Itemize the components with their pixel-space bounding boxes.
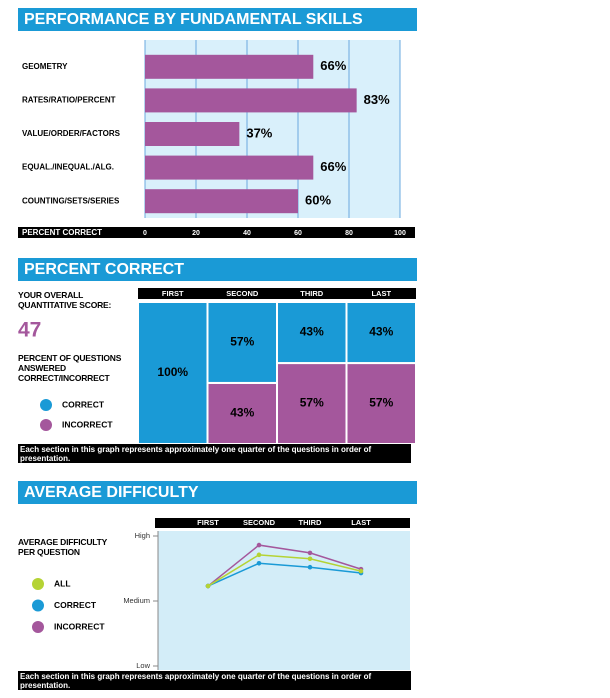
line — [207, 562, 362, 587]
title-bar — [18, 8, 417, 31]
note: Each section in this graph represents ap… — [18, 444, 411, 463]
segment — [206, 381, 278, 446]
value-label: 43% — [300, 325, 324, 339]
category-label: RATES/RATIO/PERCENT — [22, 96, 116, 105]
point — [256, 552, 262, 558]
bar — [145, 88, 357, 113]
x-tick-label: 80 — [345, 230, 353, 237]
segment — [276, 362, 348, 445]
y-tick-label: High — [135, 531, 150, 540]
segment — [276, 301, 348, 365]
value-label: 100% — [157, 365, 188, 379]
chart-title: AVERAGE DIFFICULTY — [24, 484, 199, 501]
segment — [206, 301, 278, 384]
y-tick-label: Low — [136, 661, 150, 670]
value-label: 37% — [246, 125, 272, 140]
column-label: LAST — [371, 289, 391, 298]
legend-marker — [32, 578, 44, 590]
column-label: LAST — [351, 518, 371, 527]
value-label: 43% — [369, 325, 393, 339]
legend-marker — [32, 621, 44, 633]
legend-marker — [40, 419, 52, 431]
value-label: 57% — [300, 396, 324, 410]
x-tick-label: 20 — [192, 230, 200, 237]
bar — [145, 189, 298, 214]
note: Each section in this graph represents ap… — [18, 671, 411, 690]
column-label: THIRD — [299, 518, 322, 527]
category-label: VALUE/ORDER/FACTORS — [22, 129, 121, 138]
point — [307, 556, 313, 562]
value-label: 43% — [230, 406, 254, 420]
score: 47 — [18, 319, 41, 342]
point — [307, 550, 313, 556]
header-strip — [138, 288, 416, 299]
column-label: THIRD — [300, 289, 323, 298]
category-label: GEOMETRY — [22, 62, 68, 71]
chart-title: PERCENT CORRECT — [24, 261, 184, 278]
bar — [145, 54, 314, 79]
value-label: 60% — [305, 193, 331, 208]
category-label: COUNTING/SETS/SERIES — [22, 196, 120, 205]
point — [205, 583, 211, 589]
bar — [145, 122, 240, 146]
x-tick-label: 100 — [394, 230, 406, 237]
point — [256, 542, 262, 548]
x-axis-label: PERCENT CORRECT — [22, 228, 102, 237]
column-label: SECOND — [243, 518, 276, 527]
column-label: FIRST — [162, 289, 184, 298]
header-strip — [155, 518, 410, 528]
legend-marker — [40, 399, 52, 411]
legend-label: CORRECT — [62, 399, 105, 409]
title-bar — [18, 481, 417, 504]
legend-marker — [32, 599, 44, 612]
value-label: 66% — [320, 159, 346, 174]
legend-title: AVERAGE DIFFICULTY PER QUESTION — [18, 537, 107, 557]
value-label: 57% — [369, 396, 393, 410]
legend-label: ALL — [54, 578, 71, 588]
category-label: EQUAL./INEQUAL./ALG. — [22, 163, 114, 172]
y-tick-label: Medium — [123, 596, 150, 605]
value-label: 66% — [320, 58, 346, 73]
legend-title: PERCENT OF QUESTIONS ANSWERED CORRECT/IN… — [18, 353, 122, 383]
legend-label: INCORRECT — [62, 419, 113, 429]
score-label: YOUR OVERALL QUANTITATIVE SCORE: — [18, 290, 112, 310]
x-tick-label: 40 — [243, 230, 251, 237]
segment — [345, 362, 417, 445]
point — [358, 568, 364, 574]
legend-label: CORRECT — [54, 600, 97, 610]
line — [207, 554, 362, 587]
axis-strip — [18, 227, 415, 238]
bar — [145, 155, 314, 180]
value-label: 57% — [230, 335, 254, 349]
column-label: SECOND — [226, 289, 259, 298]
x-tick-label: 0 — [143, 230, 147, 237]
title-bar — [18, 258, 417, 281]
line — [207, 544, 362, 587]
x-tick-label: 60 — [294, 230, 302, 237]
point — [256, 561, 262, 566]
plot-background — [158, 531, 410, 670]
value-label: 83% — [364, 92, 390, 107]
column-label: FIRST — [197, 518, 219, 527]
point — [307, 564, 313, 570]
legend-label: INCORRECT — [54, 621, 105, 631]
chart-title: PERFORMANCE BY FUNDAMENTAL SKILLS — [24, 11, 363, 28]
segment — [345, 301, 417, 365]
